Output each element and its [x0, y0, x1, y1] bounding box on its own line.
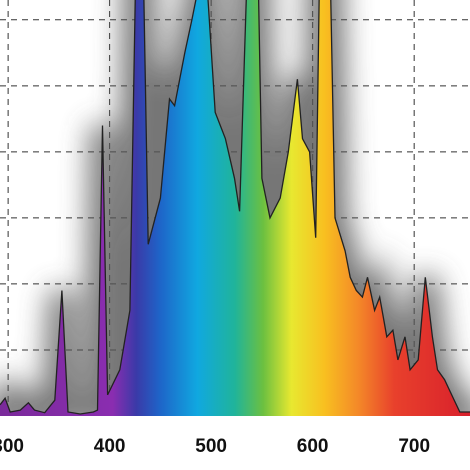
- x-tick-label: 600: [297, 436, 329, 457]
- x-tick-label: 400: [94, 436, 126, 457]
- x-tick-label: 300: [0, 436, 24, 457]
- x-axis: 300 400 500 600 700: [0, 436, 430, 457]
- spectrum-area: [0, 0, 470, 416]
- spectrum-line: [0, 0, 470, 415]
- x-tick-label: 500: [195, 436, 227, 457]
- plot-area: [0, 0, 470, 416]
- x-tick-label: 700: [398, 436, 430, 457]
